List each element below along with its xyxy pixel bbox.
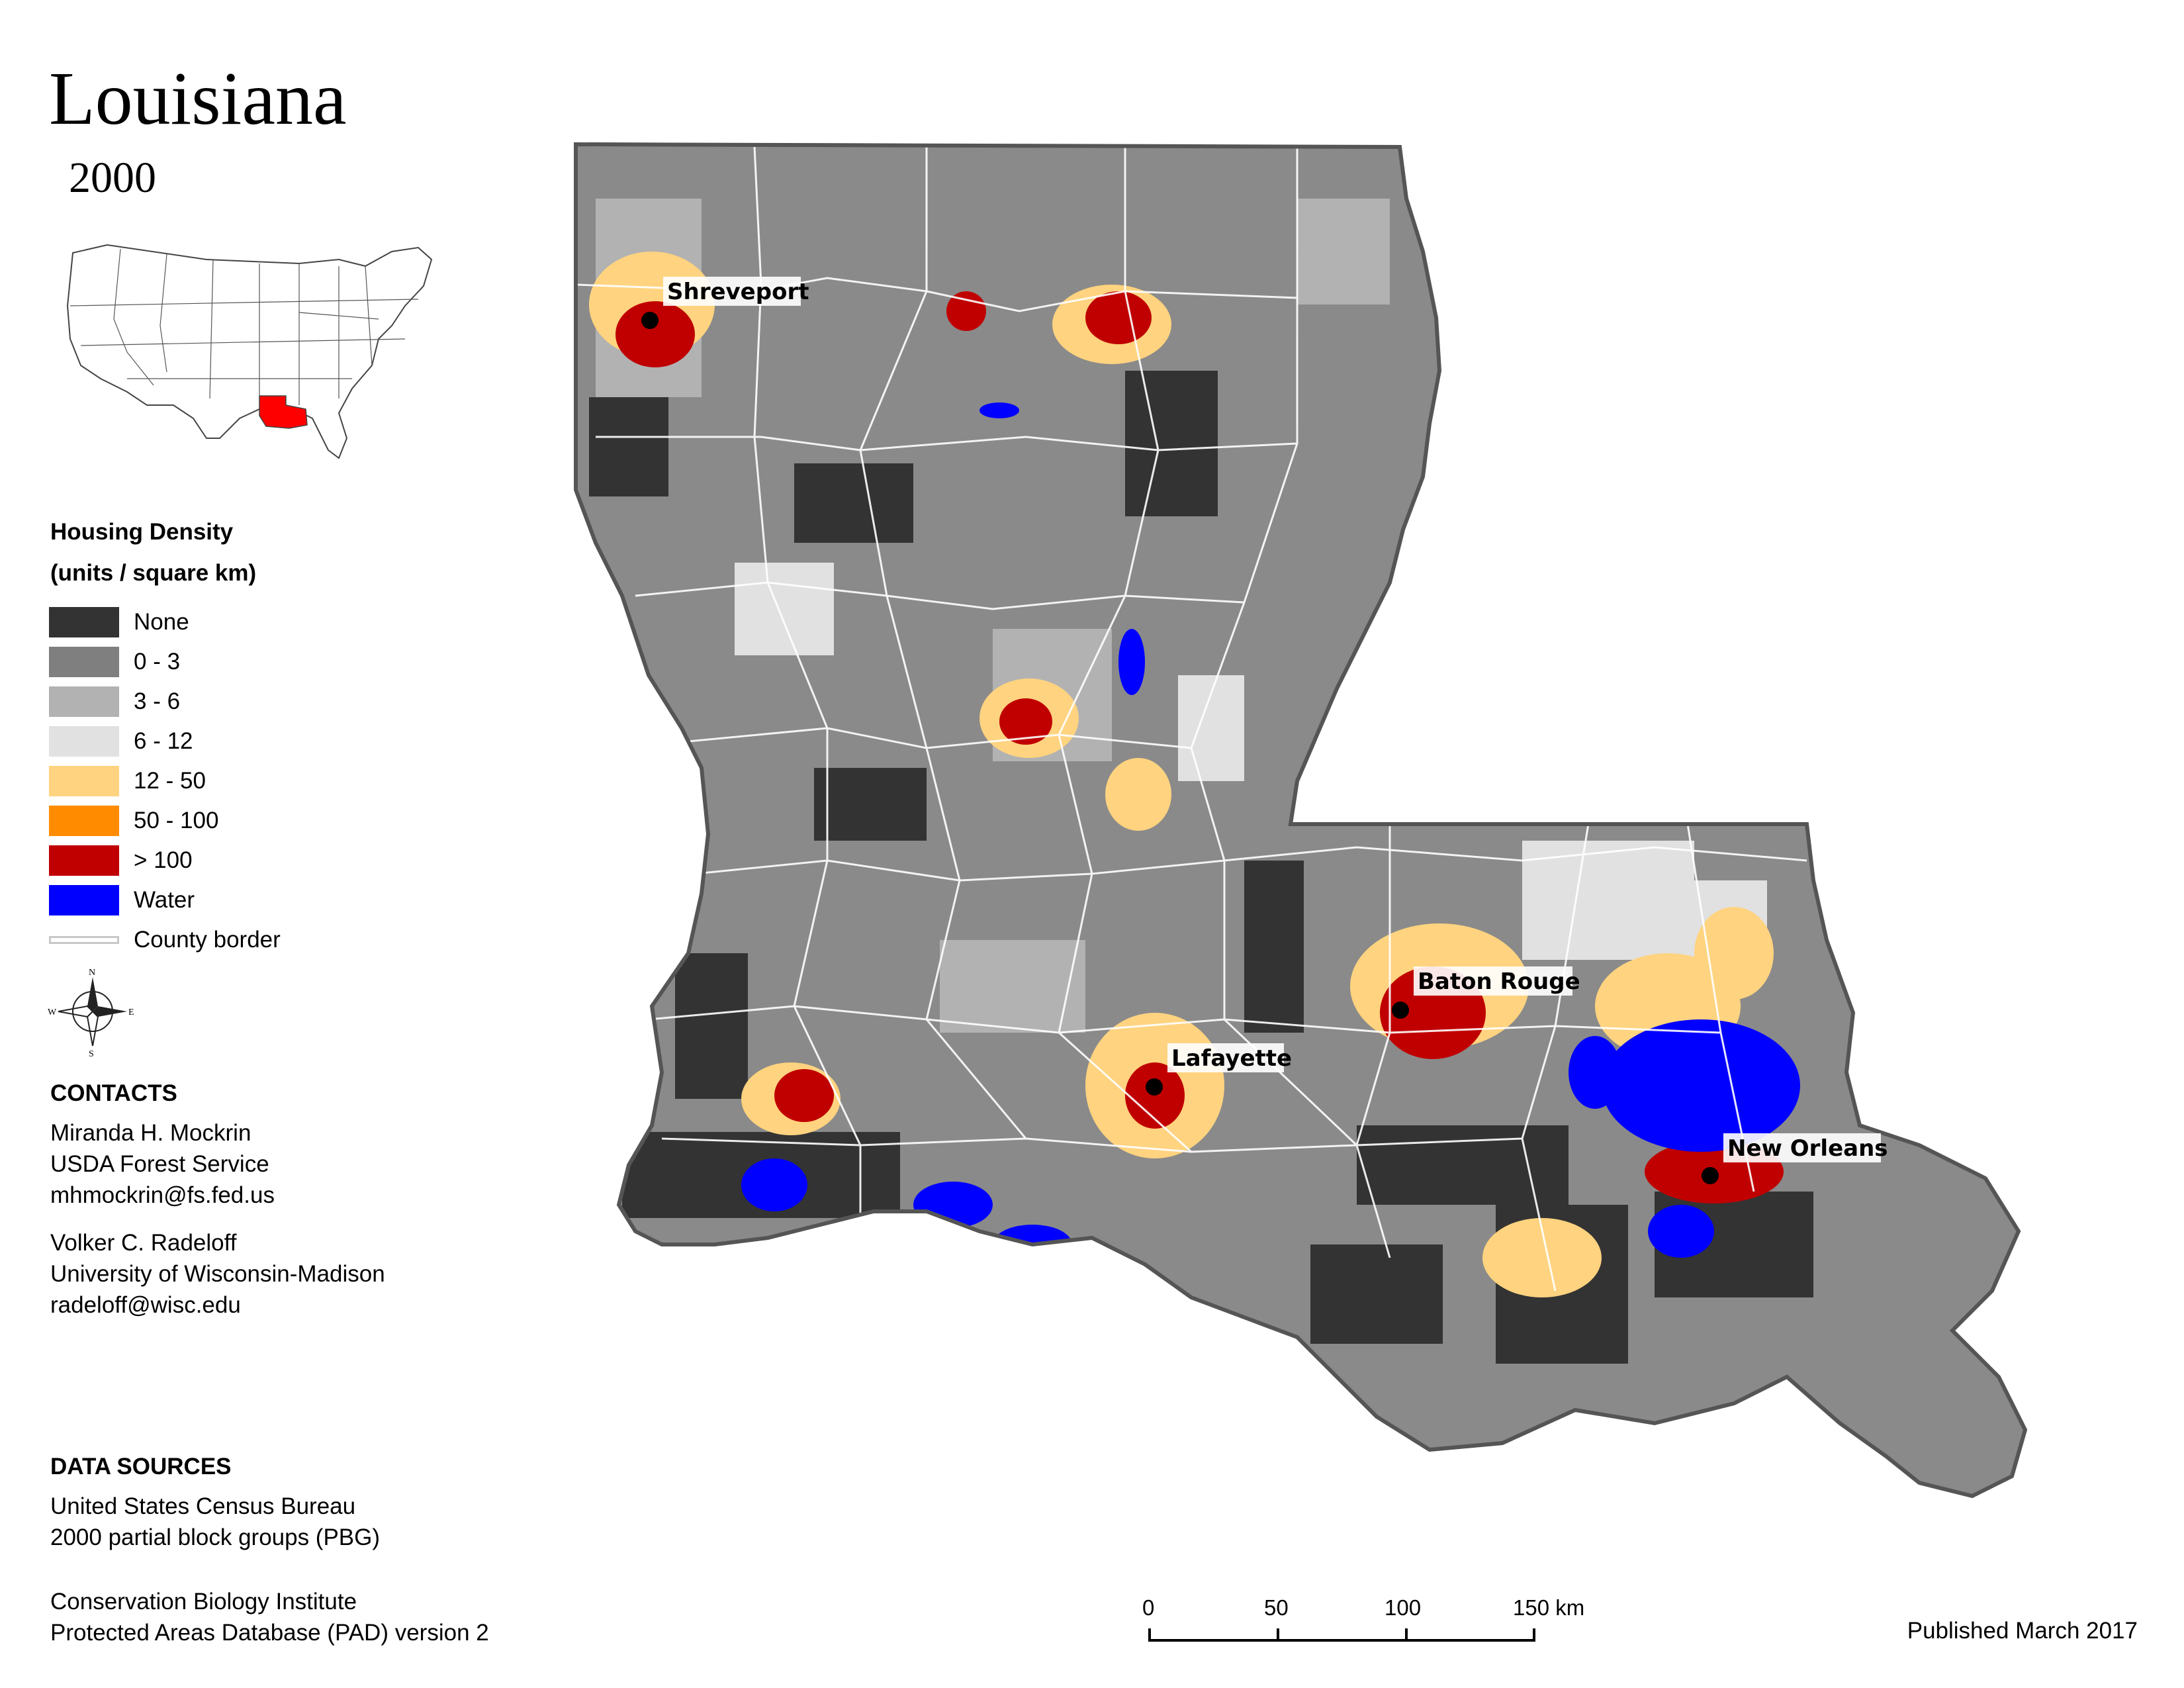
city-marker xyxy=(1702,1167,1719,1184)
compass-rose-icon: N S E W xyxy=(48,968,134,1058)
legend-item: > 100 xyxy=(49,841,281,880)
city-marker xyxy=(1146,1078,1163,1096)
legend-swatch xyxy=(49,806,119,836)
source-line: 2000 partial block groups (PBG) xyxy=(50,1524,381,1550)
legend: None 0 - 3 3 - 6 6 - 12 12 - 50 50 - 100… xyxy=(49,602,281,960)
compass-s: S xyxy=(89,1049,94,1058)
scale-tick: 100 xyxy=(1385,1595,1421,1620)
contact-email: mhmockrin@fs.fed.us xyxy=(50,1182,275,1208)
city-label: New Orleans xyxy=(1727,1135,1888,1162)
city-lafayette: Lafayette xyxy=(1146,1043,1292,1096)
contact-name: Miranda H. Mockrin xyxy=(50,1120,251,1146)
data-source: United States Census Bureau 2000 partial… xyxy=(50,1491,380,1553)
legend-item: 50 - 100 xyxy=(49,801,281,841)
legend-swatch xyxy=(49,726,119,757)
map-title: Louisiana xyxy=(49,56,347,140)
published-date: Published March 2017 xyxy=(1907,1618,2138,1644)
louisiana-highlight xyxy=(259,395,308,429)
legend-item-county-border: County border xyxy=(49,920,281,960)
contact-org: University of Wisconsin-Madison xyxy=(50,1261,385,1287)
legend-swatch xyxy=(49,885,119,915)
scale-tick: 0 xyxy=(1142,1595,1154,1620)
city-marker xyxy=(641,312,659,329)
county-border-swatch xyxy=(49,936,119,944)
legend-label: 50 - 100 xyxy=(134,808,219,833)
legend-item: 0 - 3 xyxy=(49,642,281,682)
city-marker xyxy=(1392,1002,1409,1019)
state-outline xyxy=(574,142,2028,1499)
contact-org: USDA Forest Service xyxy=(50,1151,269,1177)
contact-card: Miranda H. Mockrin USDA Forest Service m… xyxy=(50,1117,275,1211)
source-line: Conservation Biology Institute xyxy=(50,1589,357,1615)
us-inset-map xyxy=(66,244,433,459)
legend-swatch xyxy=(49,607,119,637)
legend-swatch xyxy=(49,766,119,796)
legend-swatch xyxy=(49,845,119,876)
legend-item: None xyxy=(49,602,281,642)
contact-card: Volker C. Radeloff University of Wiscons… xyxy=(50,1227,385,1321)
compass-e: E xyxy=(128,1008,134,1017)
legend-label: Water xyxy=(134,887,195,913)
legend-label: None xyxy=(134,609,189,635)
legend-item: 3 - 6 xyxy=(49,682,281,722)
scale-tick: 150 km xyxy=(1513,1595,1584,1620)
data-sources-title: DATA SOURCES xyxy=(50,1454,232,1479)
legend-swatch xyxy=(49,686,119,717)
legend-item: 12 - 50 xyxy=(49,761,281,801)
city-label: Baton Rouge xyxy=(1418,968,1580,995)
map-year: 2000 xyxy=(69,154,156,202)
legend-label: > 100 xyxy=(134,847,193,873)
data-source: Conservation Biology Institute Protected… xyxy=(50,1586,489,1648)
legend-label: 12 - 50 xyxy=(134,768,206,794)
city-label: Lafayette xyxy=(1171,1045,1292,1072)
legend-label: 6 - 12 xyxy=(134,728,193,754)
city-shreveport: Shreveport xyxy=(641,277,809,329)
city-label: Shreveport xyxy=(667,279,809,305)
city-baton-rouge: Baton Rouge xyxy=(1392,966,1580,1019)
contact-email: radeloff@wisc.edu xyxy=(50,1292,241,1318)
contact-name: Volker C. Radeloff xyxy=(50,1230,237,1256)
compass-w: W xyxy=(48,1008,57,1017)
city-new-orleans: New Orleans xyxy=(1702,1133,1888,1184)
compass-n: N xyxy=(89,968,95,978)
source-line: Protected Areas Database (PAD) version 2 xyxy=(50,1620,489,1646)
legend-title: Housing Density xyxy=(50,519,234,545)
legend-swatch xyxy=(49,647,119,677)
legend-label: County border xyxy=(134,927,281,953)
legend-label: 3 - 6 xyxy=(134,688,181,714)
source-line: United States Census Bureau xyxy=(50,1493,356,1519)
legend-item: Water xyxy=(49,880,281,920)
scale-tick: 50 xyxy=(1264,1595,1289,1620)
legend-units: (units / square km) xyxy=(50,560,257,586)
contacts-title: CONTACTS xyxy=(50,1080,177,1106)
legend-item: 6 - 12 xyxy=(49,722,281,761)
legend-label: 0 - 3 xyxy=(134,649,181,675)
density-layer xyxy=(576,144,2025,1496)
scale-bar: 0 50 100 150 km xyxy=(1142,1595,1584,1642)
